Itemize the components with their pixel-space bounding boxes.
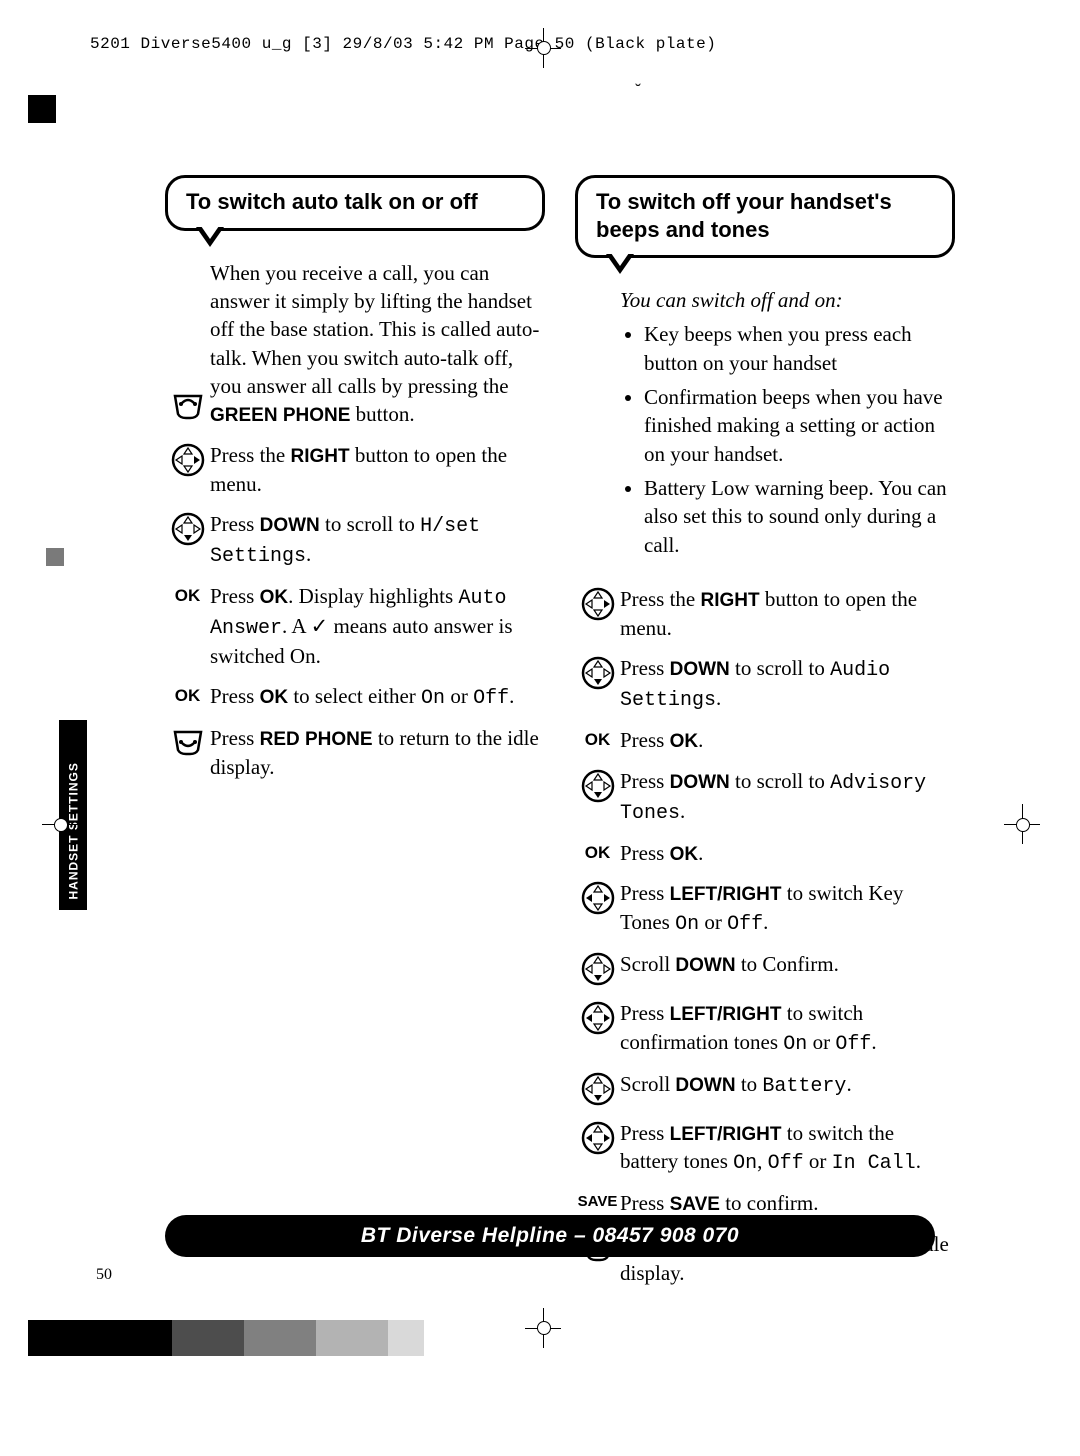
step-ok: OK Press OK. <box>575 839 955 868</box>
ok-label-icon: OK <box>575 839 620 863</box>
step-text: Press DOWN to scroll to Audio Settings. <box>620 654 955 714</box>
nav-lr-icon <box>575 879 620 916</box>
nav-down-icon <box>575 950 620 987</box>
bullet: Confirmation beeps when you have finishe… <box>644 383 955 468</box>
registration-mark <box>1016 818 1030 832</box>
registration-mark <box>54 818 68 832</box>
print-header: 5201 Diverse5400 u_g [3] 29/8/03 5:42 PM… <box>90 35 716 53</box>
step-right: Press the RIGHT button to open the menu. <box>575 585 955 642</box>
registration-mark <box>537 1321 551 1335</box>
nav-right-icon <box>575 585 620 622</box>
heading-box-right: To switch off your handset's beeps and t… <box>575 175 955 258</box>
left-steps: When you receive a call, you can answer … <box>165 259 545 782</box>
nav-lr-icon <box>575 1119 620 1156</box>
step-right: Press the RIGHT button to open the menu. <box>165 441 545 498</box>
step-text: Press OK. <box>620 726 955 755</box>
step-down: Press DOWN to scroll to Audio Settings. <box>575 654 955 714</box>
step-ok: OK Press OK. <box>575 726 955 755</box>
accent-mark: ˘ <box>635 80 641 101</box>
step-down: Scroll DOWN to Confirm. <box>575 950 955 987</box>
side-mark <box>46 548 64 566</box>
step-ok: OK Press OK to select either On or Off. <box>165 682 545 712</box>
ok-label-icon: OK <box>575 726 620 750</box>
step-lr: Press LEFT/RIGHT to switch the battery t… <box>575 1119 955 1178</box>
helpline-banner: BT Diverse Helpline – 08457 908 070 <box>165 1215 935 1257</box>
corner-mark <box>28 95 56 123</box>
step-text: Scroll DOWN to Confirm. <box>620 950 955 979</box>
registration-mark <box>537 41 551 55</box>
step-down: Scroll DOWN to Battery. <box>575 1070 955 1107</box>
step-text: Press OK to select either On or Off. <box>210 682 545 712</box>
pointer-icon <box>606 254 634 274</box>
right-column: To switch off your handset's beeps and t… <box>575 175 955 1299</box>
right-steps: You can switch off and on: Key beeps whe… <box>575 286 955 1287</box>
step-text: Press RED PHONE to return to the idle di… <box>210 724 545 781</box>
ok-label-icon: OK <box>165 582 210 606</box>
save-label-icon: SAVE <box>575 1189 620 1210</box>
nav-right-icon <box>165 441 210 478</box>
step-down: Press DOWN to scroll to Advisory Tones. <box>575 767 955 827</box>
step-text: Press OK. <box>620 839 955 868</box>
page-content: To switch auto talk on or off When you r… <box>165 175 955 1299</box>
red-phone-icon <box>165 724 210 761</box>
step-ok: OK Press OK. Display highlights Auto Ans… <box>165 582 545 670</box>
pointer-icon <box>196 227 224 247</box>
print-color-bar <box>28 1320 424 1356</box>
heading-right: To switch off your handset's beeps and t… <box>596 188 934 243</box>
step-intro: You can switch off and on: Key beeps whe… <box>575 286 955 573</box>
section-tab-label: HANDSET SETTINGS <box>67 735 81 900</box>
heading-box-left: To switch auto talk on or off <box>165 175 545 231</box>
step-text: Press LEFT/RIGHT to switch confirmation … <box>620 999 955 1058</box>
step-text: Press the RIGHT button to open the menu. <box>210 441 545 498</box>
page-number: 50 <box>96 1266 112 1284</box>
bullet: Key beeps when you press each button on … <box>644 320 955 377</box>
step-lr: Press LEFT/RIGHT to switch confirmation … <box>575 999 955 1058</box>
heading-left: To switch auto talk on or off <box>186 188 524 216</box>
nav-down-icon <box>575 654 620 691</box>
step-save: SAVE Press SAVE to confirm. <box>575 1189 955 1218</box>
bullet: Battery Low warning beep. You can also s… <box>644 474 955 559</box>
step-text: Press the RIGHT button to open the menu. <box>620 585 955 642</box>
step-text: Press DOWN to scroll to Advisory Tones. <box>620 767 955 827</box>
intro-italic: You can switch off and on: <box>620 286 955 314</box>
intro-block: You can switch off and on: Key beeps whe… <box>620 286 955 573</box>
step-text: Press LEFT/RIGHT to switch the battery t… <box>620 1119 955 1178</box>
left-column: To switch auto talk on or off When you r… <box>165 175 545 1299</box>
step-lr: Press LEFT/RIGHT to switch Key Tones On … <box>575 879 955 938</box>
step-text: Press SAVE to confirm. <box>620 1189 955 1218</box>
spacer-icon <box>575 286 620 287</box>
step-down: Press DOWN to scroll to H/set Settings. <box>165 510 545 570</box>
intro-text: When you receive a call, you can answer … <box>210 259 545 429</box>
step-text: Press OK. Display highlights Auto Answer… <box>210 582 545 670</box>
section-tab: HANDSET SETTINGS <box>59 720 87 910</box>
intro-bullets: Key beeps when you press each button on … <box>620 320 955 559</box>
nav-down-icon <box>575 767 620 804</box>
nav-lr-icon <box>575 999 620 1036</box>
nav-down-icon <box>165 510 210 547</box>
step-text: Press LEFT/RIGHT to switch Key Tones On … <box>620 879 955 938</box>
green-phone-icon <box>165 388 210 429</box>
step-intro: When you receive a call, you can answer … <box>165 259 545 429</box>
step-text: Press DOWN to scroll to H/set Settings. <box>210 510 545 570</box>
ok-label-icon: OK <box>165 682 210 706</box>
step-text: Scroll DOWN to Battery. <box>620 1070 955 1100</box>
step-red-phone: Press RED PHONE to return to the idle di… <box>165 724 545 781</box>
nav-down-icon <box>575 1070 620 1107</box>
